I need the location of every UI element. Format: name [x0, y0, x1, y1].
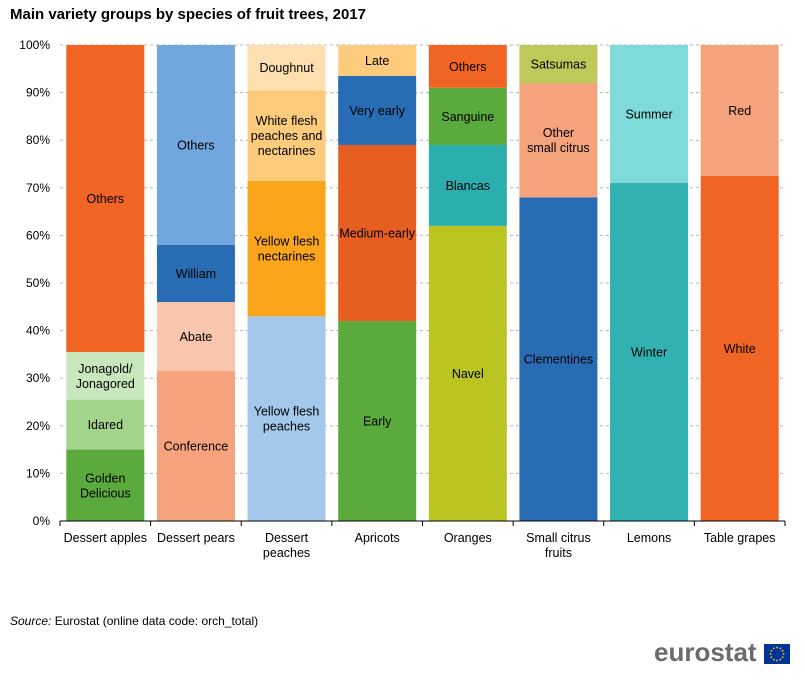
segment-label: nectarines	[258, 144, 316, 158]
bar-segment	[338, 75, 417, 145]
bar-segment	[700, 175, 779, 521]
category-label: Small citrus	[526, 531, 591, 545]
y-tick-label: 0%	[33, 514, 51, 528]
bar-segment	[519, 45, 598, 84]
bar-segment	[428, 87, 507, 145]
segment-label: Late	[365, 54, 389, 68]
bar-segment	[156, 371, 235, 521]
bar-segment	[247, 90, 326, 181]
bar-segment	[156, 45, 235, 245]
source-text: Eurostat (online data code: orch_total)	[54, 614, 259, 628]
bar-segment	[247, 316, 326, 521]
segment-label: Abate	[180, 330, 213, 344]
y-tick-label: 60%	[26, 228, 50, 242]
category-label: Oranges	[444, 531, 492, 545]
bar-segment	[519, 197, 598, 521]
y-tick-label: 20%	[26, 419, 50, 433]
bar-segment	[247, 180, 326, 317]
segment-label: Others	[177, 138, 215, 152]
y-tick-label: 10%	[26, 466, 50, 480]
segment-label: Yellow flesh	[254, 234, 320, 248]
category-label: Dessert apples	[64, 531, 147, 545]
segment-label: White flesh	[256, 114, 318, 128]
segment-label: Satsumas	[531, 58, 587, 72]
y-tick-label: 40%	[26, 324, 50, 338]
segment-label: Clementines	[524, 353, 593, 367]
segment-label: Red	[728, 104, 751, 118]
bar-segment	[66, 352, 145, 400]
bar-segment	[428, 225, 507, 521]
segment-label: Very early	[349, 104, 405, 118]
category-label: fruits	[545, 546, 572, 560]
category-label: peaches	[263, 546, 310, 560]
category-label: Apricots	[355, 531, 400, 545]
y-tick-label: 90%	[26, 86, 50, 100]
bar-segment	[610, 183, 689, 522]
segment-label: Jonagored	[76, 377, 135, 391]
source-note: Source: Eurostat (online data code: orch…	[10, 614, 258, 628]
category-labels: Dessert apples Dessert pears Dessertpeache…	[64, 531, 776, 560]
y-axis-ticks: 0% 10% 20% 30% 40% 50% 60% 70% 80% 90% 100%	[19, 38, 50, 528]
segment-label: William	[176, 267, 216, 281]
y-tick-label: 100%	[19, 38, 50, 52]
y-tick-label: 50%	[26, 276, 50, 290]
bar-segment	[66, 449, 145, 521]
y-tick-label: 70%	[26, 181, 50, 195]
category-label: Table grapes	[704, 531, 776, 545]
x-axis	[59, 520, 786, 526]
segment-label: Others	[87, 192, 125, 206]
bar-segment	[519, 83, 598, 198]
eu-flag-icon	[764, 644, 790, 664]
segment-label: nectarines	[258, 249, 316, 263]
segment-label: Sanguine	[441, 110, 494, 124]
segment-label: Conference	[164, 440, 229, 454]
category-label: Lemons	[627, 531, 671, 545]
segment-label: Delicious	[80, 486, 131, 500]
bar-segment	[66, 399, 145, 450]
segment-label: peaches and	[251, 129, 323, 143]
bar-segment	[338, 144, 417, 322]
category-label: Dessert	[265, 531, 309, 545]
bar-segment	[156, 302, 235, 372]
source-label: Source:	[10, 614, 52, 628]
segment-label: White	[724, 342, 756, 356]
segment-label: Idared	[88, 418, 123, 432]
segment-label: Medium-early	[339, 227, 415, 241]
y-tick-label: 30%	[26, 371, 50, 385]
segment-label: Blancas	[446, 179, 490, 193]
segment-label: Golden	[85, 471, 125, 485]
bar-segment	[428, 144, 507, 226]
segment-label: Summer	[625, 108, 672, 122]
bar-segment	[66, 45, 145, 353]
segment-label: Jonagold/	[78, 362, 133, 376]
bar-segment	[247, 45, 326, 91]
bar-segment	[338, 321, 417, 521]
bar-segment	[156, 244, 235, 303]
category-label: Dessert pears	[157, 531, 235, 545]
y-tick-label: 80%	[26, 133, 50, 147]
bar-segment	[610, 45, 689, 184]
segment-label: Yellow flesh	[254, 405, 320, 419]
segment-label: Others	[449, 60, 487, 74]
logo-text: eurostat	[654, 637, 757, 667]
segment-label: Other	[543, 126, 574, 140]
segment-label: Winter	[631, 346, 667, 360]
segment-label: Doughnut	[259, 61, 314, 75]
bar-segment	[700, 45, 779, 176]
segment-label: small citrus	[527, 141, 590, 155]
segment-label: Navel	[452, 367, 484, 381]
stacked-bar-chart: 0% 10% 20% 30% 40% 50% 60% 70% 80% 90% 100% Golden…	[19, 38, 786, 560]
bar-segment	[338, 45, 417, 76]
segment-label: Early	[363, 415, 392, 429]
segment-label: peaches	[263, 420, 310, 434]
bar-segment	[428, 45, 507, 88]
chart-title: Main variety groups by species of fruit …	[10, 6, 366, 23]
